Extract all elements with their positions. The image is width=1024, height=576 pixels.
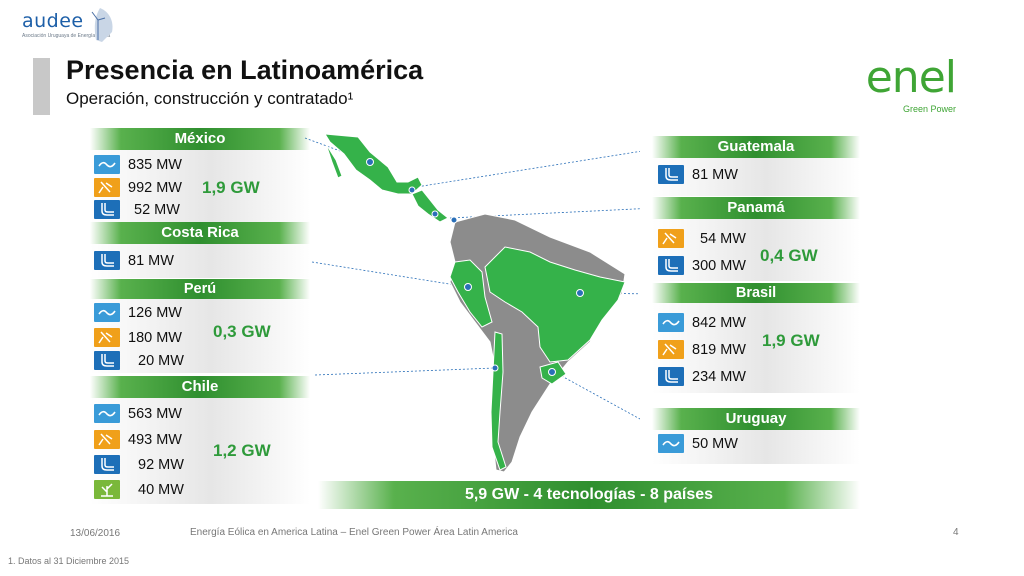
- list-item: 180 MW: [94, 328, 182, 347]
- solar-icon: [658, 229, 684, 248]
- country-total: 1,9 GW: [762, 331, 820, 350]
- country-header-uruguay: Uruguay: [652, 408, 860, 430]
- hydro-icon: [658, 367, 684, 386]
- capacity-value: 819 MW: [692, 341, 746, 358]
- list-item: 493 MW: [94, 430, 182, 449]
- hydro-icon: [658, 165, 684, 184]
- country-total: 1,2 GW: [213, 441, 271, 460]
- country-panel-chile: [90, 398, 310, 504]
- solar-icon: [658, 340, 684, 359]
- capacity-value: 180 MW: [128, 329, 182, 346]
- country-total: 0,4 GW: [760, 246, 818, 265]
- list-item: 52 MW: [94, 200, 180, 219]
- list-item: 234 MW: [658, 367, 746, 386]
- list-item: 54 MW: [658, 229, 746, 248]
- country-header-chile: Chile: [90, 376, 310, 398]
- country-header-brasil: Brasil: [652, 283, 860, 303]
- hydro-icon: [94, 251, 120, 270]
- capacity-value: 20 MW: [138, 352, 184, 369]
- country-total: 1,9 GW: [202, 178, 260, 197]
- page-subtitle: Operación, construcción y contratado¹: [66, 89, 354, 108]
- hydro-icon: [658, 256, 684, 275]
- audee-logo-text: audee: [22, 10, 84, 32]
- enel-logo-word: enel: [865, 52, 957, 103]
- list-item: 40 MW: [94, 480, 184, 499]
- enel-logo: enel Green Power: [846, 56, 966, 118]
- list-item: 300 MW: [658, 256, 746, 275]
- location-dots: [366, 158, 584, 376]
- capacity-value: 54 MW: [700, 230, 746, 247]
- capacity-value: 563 MW: [128, 405, 182, 422]
- wind-icon: [94, 155, 120, 174]
- country-header-peru: Perú: [90, 279, 310, 299]
- capacity-value: 50 MW: [692, 435, 738, 452]
- latin-america-map: [304, 133, 640, 473]
- page-number: 4: [953, 527, 959, 538]
- enel-logo-subtext: Green Power: [902, 104, 956, 114]
- country-panel-costa-rica: [90, 244, 310, 278]
- capacity-value: 842 MW: [692, 314, 746, 331]
- country-panel-brasil: [652, 303, 860, 393]
- geothermal-icon: [94, 480, 120, 499]
- country-panel-panama: [652, 219, 860, 281]
- list-item: 819 MW: [658, 340, 746, 359]
- list-item: 835 MW: [94, 155, 182, 174]
- solar-icon: [94, 178, 120, 197]
- capacity-value: 300 MW: [692, 257, 746, 274]
- list-item: 842 MW: [658, 313, 746, 332]
- list-item: 81 MW: [94, 251, 174, 270]
- audee-logo: audee Asociación Uruguaya de Energía Eól…: [22, 6, 122, 42]
- footer-text: Energía Eólica en America Latina – Enel …: [190, 527, 518, 538]
- capacity-value: 92 MW: [138, 456, 184, 473]
- country-panel-peru: [90, 299, 310, 373]
- summary-banner: 5,9 GW - 4 tecnologías - 8 países: [318, 481, 860, 509]
- list-item: 92 MW: [94, 455, 184, 474]
- audee-tagline: Asociación Uruguaya de Energía Eólica: [22, 33, 111, 39]
- capacity-value: 81 MW: [692, 166, 738, 183]
- footer-date: 13/06/2016: [70, 528, 121, 539]
- wind-icon: [658, 434, 684, 453]
- list-item: 992 MW: [94, 178, 182, 197]
- hydro-icon: [94, 455, 120, 474]
- wind-turbine-logo-icon: [91, 8, 113, 42]
- wind-icon: [94, 303, 120, 322]
- page-title: Presencia en Latinoamérica: [66, 55, 424, 85]
- footnote: 1. Datos al 31 Diciembre 2015: [8, 556, 130, 566]
- capacity-value: 81 MW: [128, 252, 174, 269]
- country-header-mexico: México: [90, 128, 310, 150]
- capacity-value: 992 MW: [128, 179, 182, 196]
- country-panel-guatemala: [652, 158, 860, 196]
- list-item: 81 MW: [658, 165, 738, 184]
- capacity-value: 52 MW: [134, 201, 180, 218]
- country-panel-uruguay: [652, 430, 860, 464]
- list-item: 50 MW: [658, 434, 738, 453]
- capacity-value: 40 MW: [138, 481, 184, 498]
- wind-icon: [658, 313, 684, 332]
- title-accent-bar: [33, 58, 50, 115]
- list-item: 126 MW: [94, 303, 182, 322]
- capacity-value: 234 MW: [692, 368, 746, 385]
- hydro-icon: [94, 200, 120, 219]
- solar-icon: [94, 328, 120, 347]
- capacity-value: 493 MW: [128, 431, 182, 448]
- country-header-panama: Panamá: [652, 197, 860, 219]
- solar-icon: [94, 430, 120, 449]
- country-total: 0,3 GW: [213, 322, 271, 341]
- country-header-costa-rica: Costa Rica: [90, 222, 310, 244]
- country-panel-mexico: [90, 150, 310, 222]
- capacity-value: 126 MW: [128, 304, 182, 321]
- wind-icon: [94, 404, 120, 423]
- capacity-value: 835 MW: [128, 156, 182, 173]
- list-item: 563 MW: [94, 404, 182, 423]
- country-header-guatemala: Guatemala: [652, 136, 860, 158]
- list-item: 20 MW: [94, 351, 184, 370]
- hydro-icon: [94, 351, 120, 370]
